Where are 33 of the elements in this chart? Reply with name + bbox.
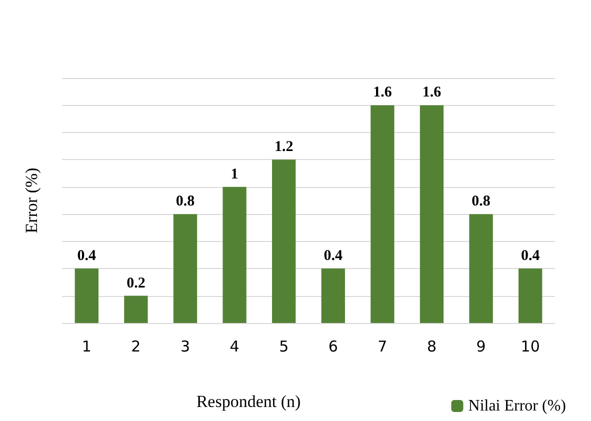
- x-tick-label: 5: [279, 338, 289, 356]
- bar: [469, 214, 493, 323]
- x-tick-label: 8: [426, 338, 437, 356]
- bar: [370, 105, 394, 323]
- data-label: 0.8: [472, 194, 490, 210]
- x-tick-label: 1: [82, 338, 92, 356]
- data-label: 0.8: [176, 194, 195, 210]
- legend-label: Nilai Error (%): [468, 398, 566, 414]
- data-label: 0.4: [77, 248, 97, 264]
- data-label: 0.2: [126, 275, 146, 292]
- bar: [74, 268, 98, 323]
- y-axis-title: Error (%): [22, 168, 41, 234]
- x-tick-label: 7: [378, 338, 388, 356]
- bar: [222, 186, 246, 323]
- x-tick-label: 10: [520, 338, 540, 356]
- x-tick-label: 4: [230, 338, 240, 356]
- bar: [321, 268, 345, 323]
- bar: [420, 105, 444, 323]
- x-tick-label: 3: [180, 338, 190, 356]
- bar: [518, 268, 542, 323]
- x-tick-label: 2: [131, 338, 141, 356]
- data-label: 1.2: [274, 139, 294, 156]
- bar: [124, 296, 148, 323]
- x-tick-label: 6: [328, 338, 338, 356]
- x-tick-label: 9: [476, 338, 486, 356]
- bar: [173, 214, 198, 323]
- data-label: 0.4: [520, 248, 540, 264]
- data-label: 1: [230, 166, 238, 182]
- data-label: 1.6: [373, 84, 392, 101]
- x-axis-title: Respondent (n): [196, 392, 301, 411]
- data-label: 1.6: [422, 84, 442, 101]
- data-label: 0.4: [324, 248, 344, 264]
- bar: [272, 160, 296, 323]
